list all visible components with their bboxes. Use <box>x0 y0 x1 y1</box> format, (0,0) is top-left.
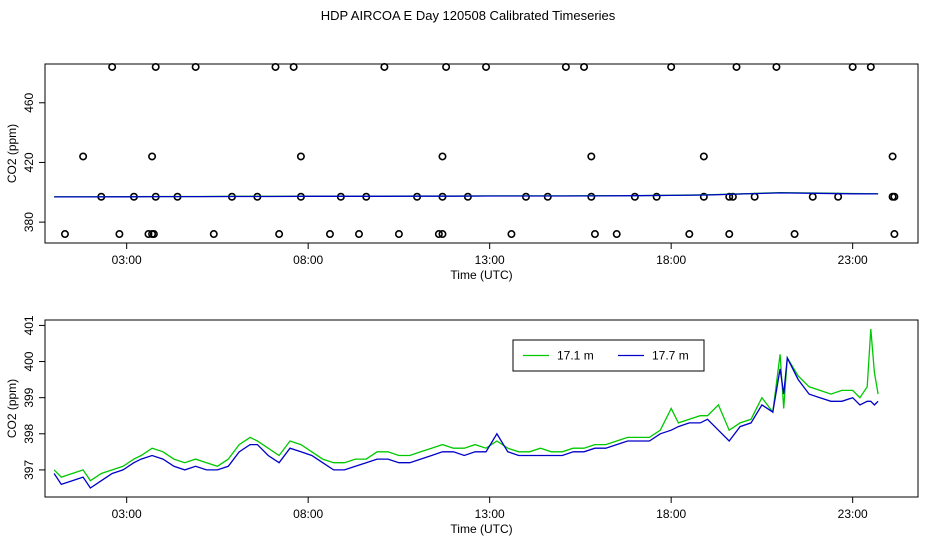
plot-frame <box>44 63 919 244</box>
data-point <box>209 230 218 239</box>
x-tick-label: 08:00 <box>293 253 323 267</box>
data-point <box>60 230 69 239</box>
data-point <box>275 230 284 239</box>
data-point <box>590 230 599 239</box>
legend-label: 17.7 m <box>652 349 689 363</box>
y-tick-label: 398 <box>22 423 36 443</box>
data-point <box>630 192 639 201</box>
data-point <box>561 62 570 71</box>
data-point <box>685 230 694 239</box>
legend-label: 17.1 m <box>557 349 594 363</box>
data-point <box>888 152 897 161</box>
data-point <box>151 62 160 71</box>
data-point <box>808 192 817 201</box>
data-point <box>725 230 734 239</box>
data-point <box>296 152 305 161</box>
x-axis-label: Time (UTC) <box>450 268 512 282</box>
data-point <box>580 62 589 71</box>
data-point <box>434 230 443 239</box>
y-axis-label: CO2 (ppm) <box>5 124 19 183</box>
data-point <box>325 230 334 239</box>
data-point <box>652 192 661 201</box>
data-point <box>144 230 153 239</box>
x-tick-label: 23:00 <box>838 507 868 521</box>
data-point <box>667 62 676 71</box>
data-point <box>543 192 552 201</box>
x-tick-label: 08:00 <box>293 507 323 521</box>
data-point <box>750 192 759 201</box>
plot-frame <box>44 319 919 498</box>
data-point <box>149 230 158 239</box>
x-tick-label: 18:00 <box>656 507 686 521</box>
data-point <box>890 192 899 201</box>
data-point <box>482 62 491 71</box>
series-line-17-7-m <box>53 355 879 489</box>
y-tick-label: 420 <box>22 152 36 172</box>
data-point <box>354 230 363 239</box>
data-point <box>699 152 708 161</box>
data-point <box>587 152 596 161</box>
data-point <box>438 230 447 239</box>
data-point <box>866 62 875 71</box>
panel-bottom: 03:00 08:00 13:00 18:00 23:00 397 398 399 400 401… <box>5 315 919 536</box>
data-point <box>890 230 899 239</box>
x-tick-label: 13:00 <box>475 253 505 267</box>
x-axis-label: Time (UTC) <box>450 522 512 536</box>
chart-title: HDP AIRCOA E Day 120508 Calibrated Times… <box>320 8 616 23</box>
data-point <box>732 62 741 71</box>
x-tick-label: 03:00 <box>112 507 142 521</box>
y-tick-label: 401 <box>22 315 36 335</box>
data-point <box>115 230 124 239</box>
data-point <box>834 192 843 201</box>
panel-top: 03:00 08:00 13:00 18:00 23:00 380 420 460 Time (… <box>5 62 919 282</box>
data-point <box>191 62 200 71</box>
data-point <box>507 230 516 239</box>
data-point <box>438 152 447 161</box>
x-tick-label: 18:00 <box>656 253 686 267</box>
x-tick-label: 23:00 <box>838 253 868 267</box>
data-point <box>271 62 280 71</box>
data-point <box>612 230 621 239</box>
x-tick-label: 13:00 <box>475 507 505 521</box>
data-point <box>699 192 708 201</box>
data-point <box>587 192 596 201</box>
data-point <box>148 152 157 161</box>
data-point <box>521 192 530 201</box>
y-tick-label: 400 <box>22 351 36 371</box>
data-point <box>380 62 389 71</box>
data-point <box>442 62 451 71</box>
x-tick-label: 03:00 <box>112 253 142 267</box>
series-line-17-7-m <box>54 192 879 198</box>
data-point <box>108 62 117 71</box>
y-tick-label: 399 <box>22 387 36 407</box>
data-point <box>394 230 403 239</box>
data-point <box>848 62 857 71</box>
data-point <box>289 62 298 71</box>
y-tick-label: 460 <box>22 92 36 112</box>
y-axis-label: CO2 (ppm) <box>5 379 19 438</box>
y-tick-label: 397 <box>22 460 36 480</box>
data-point <box>79 152 88 161</box>
data-point <box>772 62 781 71</box>
data-point <box>790 230 799 239</box>
series-line-17-1-m <box>53 328 879 482</box>
y-tick-label: 380 <box>22 212 36 232</box>
